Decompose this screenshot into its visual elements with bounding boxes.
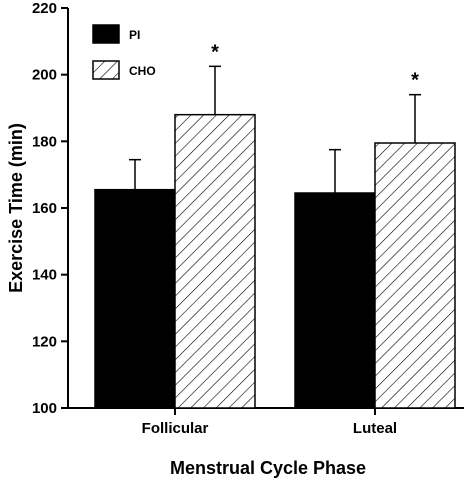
bar-cho-follicular (174, 113, 256, 409)
bars (94, 113, 456, 409)
significance-marker: * (211, 41, 219, 63)
labels: Follicular * Luteal * (142, 41, 419, 437)
legend-label-pi: PI (129, 28, 140, 42)
x-axis-title: Menstrual Cycle Phase (170, 458, 366, 478)
legend: PI CHO (92, 24, 156, 80)
y-tick-label: 160 (32, 200, 57, 217)
y-tick-label: 120 (32, 333, 57, 350)
error-bars (129, 65, 421, 193)
legend-swatch-pi (92, 24, 120, 44)
x-tick-label: Follicular (142, 420, 209, 437)
significance-marker: * (411, 70, 419, 92)
legend-swatch-cho (92, 60, 120, 80)
y-tick-label: 140 (32, 267, 57, 284)
y-tick-label: 180 (32, 133, 57, 150)
bar-pi-follicular (94, 188, 176, 409)
y-tick-label: 100 (32, 400, 57, 417)
legend-label-cho: CHO (129, 64, 156, 78)
y-tick-label: 220 (32, 0, 57, 17)
x-tick-label: Luteal (353, 420, 397, 437)
bar-pi-luteal (294, 192, 376, 409)
y-axis-title: Exercise Time (min) (6, 123, 26, 293)
y-tick-label: 200 (32, 67, 57, 84)
bar-cho-luteal (374, 142, 456, 409)
